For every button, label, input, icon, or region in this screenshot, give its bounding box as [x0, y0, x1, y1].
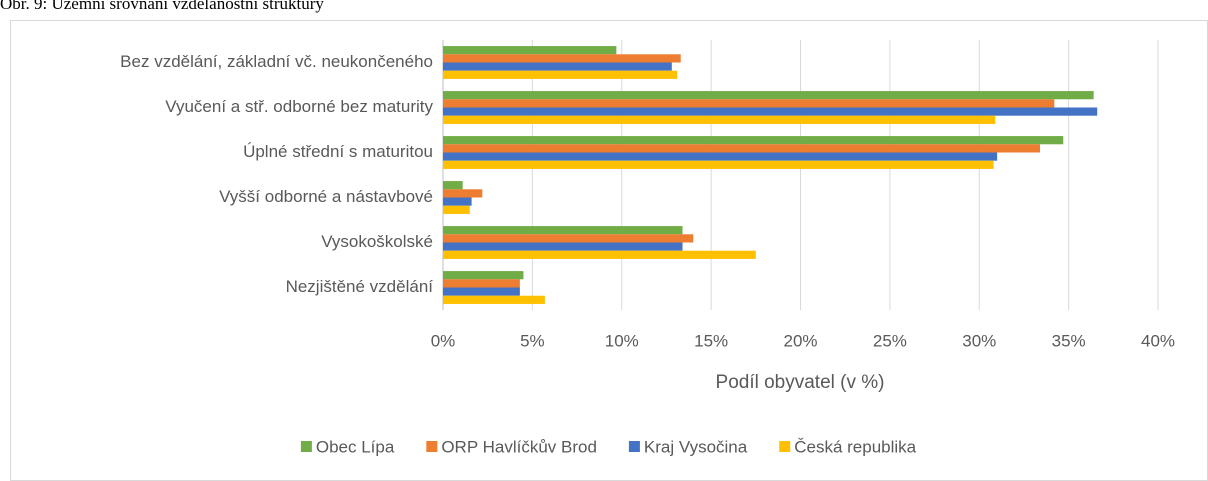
bar — [443, 144, 1041, 153]
x-axis-title: Podíl obyvatel (v %) — [716, 372, 885, 393]
x-tick-label: 5% — [520, 331, 545, 350]
bar — [443, 115, 996, 124]
bar — [443, 271, 524, 280]
bar — [443, 99, 1055, 108]
legend-label: ORP Havlíčkův Brod — [441, 437, 597, 456]
bar — [443, 242, 683, 251]
x-tick-label: 10% — [605, 331, 639, 350]
bar — [443, 46, 617, 55]
bar — [443, 197, 472, 206]
x-tick-label: 35% — [1052, 331, 1086, 350]
bar — [443, 70, 678, 79]
bar — [443, 160, 994, 169]
y-tick-label: Vysokoškolské — [321, 232, 433, 251]
bar — [443, 295, 545, 304]
bar — [443, 91, 1094, 100]
bar — [443, 136, 1064, 145]
legend-swatch — [300, 441, 312, 452]
bar — [443, 54, 681, 63]
x-tick-label: 20% — [783, 331, 817, 350]
bar — [443, 62, 672, 71]
bar — [443, 152, 998, 161]
legend-swatch — [426, 441, 438, 452]
bar — [443, 287, 520, 296]
y-tick-label: Nezjištěné vzdělání — [286, 277, 434, 296]
bar — [443, 250, 756, 259]
legend-label: Obec Lípa — [316, 437, 395, 456]
bar — [443, 189, 483, 198]
y-tick-label: Úplné střední s maturitou — [243, 142, 433, 161]
x-tick-label: 30% — [962, 331, 996, 350]
legend-label: Kraj Vysočina — [644, 437, 748, 456]
bar — [443, 226, 683, 235]
y-tick-label: Vyšší odborné a nástavbové — [219, 187, 433, 206]
legend-swatch — [779, 441, 791, 452]
legend-swatch — [628, 441, 640, 452]
bar — [443, 107, 1098, 116]
x-tick-label: 40% — [1141, 331, 1175, 350]
bar — [443, 234, 694, 243]
bar — [443, 205, 470, 214]
bar — [443, 279, 520, 288]
chart-title: Obr. 9: Územní srovnání vzdělanostní str… — [0, 0, 324, 13]
bar — [443, 181, 463, 190]
y-tick-label: Bez vzdělání, základní vč. neukončeného — [120, 52, 433, 71]
x-tick-label: 0% — [431, 331, 456, 350]
x-tick-label: 15% — [694, 331, 728, 350]
y-tick-label: Vyučení a stř. odborné bez maturity — [165, 97, 433, 116]
legend-label: Česká republika — [794, 437, 916, 456]
x-tick-label: 25% — [873, 331, 907, 350]
